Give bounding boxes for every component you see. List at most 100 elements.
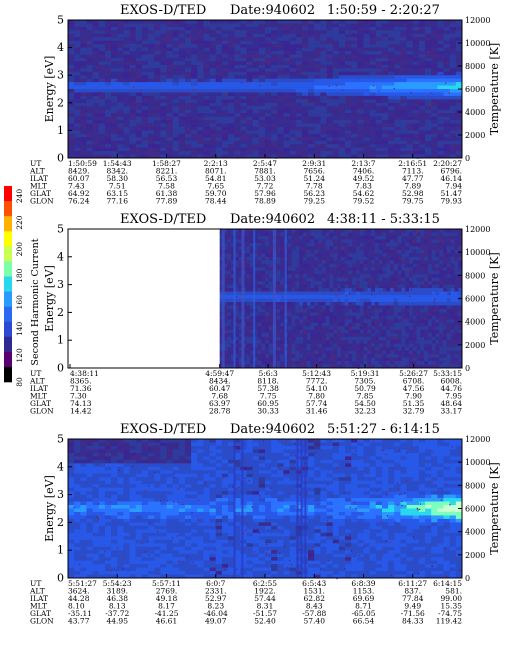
heat-cell (203, 151, 210, 155)
heat-cell (276, 305, 280, 309)
heat-cell (228, 134, 235, 138)
heat-cell (314, 326, 318, 330)
heat-cell (117, 37, 124, 41)
heat-cell (456, 72, 463, 76)
heat-cell (390, 243, 394, 247)
noise-speckle (357, 111, 358, 112)
heat-cell (348, 347, 352, 351)
heat-cell (311, 257, 315, 261)
heat-cell (99, 37, 106, 41)
heat-cell (253, 41, 260, 45)
heat-cell (210, 34, 217, 38)
heat-cell (444, 82, 451, 86)
heat-cell (357, 72, 364, 76)
heat-cell (341, 323, 345, 327)
heat-cell (348, 361, 352, 365)
noise-speckle (276, 113, 277, 114)
heat-cell (409, 246, 413, 250)
heat-cell (197, 65, 204, 69)
heat-cell (80, 89, 87, 93)
heat-cell (290, 113, 297, 117)
heat-cell (259, 68, 266, 72)
heat-cell (320, 120, 327, 124)
heat-cell (74, 96, 81, 100)
heat-cell (280, 347, 284, 351)
heat-cell (329, 295, 333, 299)
noise-speckle (276, 46, 277, 47)
heat-cell (345, 30, 352, 34)
heat-cell (68, 148, 75, 152)
noise-speckle (384, 71, 385, 72)
heat-cell (299, 246, 303, 250)
heat-cell (99, 72, 106, 76)
heat-cell (314, 274, 318, 278)
heat-cell (191, 89, 198, 93)
heat-cell (382, 51, 389, 55)
heat-cell (360, 239, 364, 243)
heat-cell (173, 58, 180, 62)
heat-cell (419, 79, 426, 83)
heat-cell (227, 316, 231, 320)
heat-cell (292, 316, 296, 320)
heat-cell (99, 34, 106, 38)
heat-cell (253, 58, 260, 62)
heat-cell (86, 110, 93, 114)
heat-cell (167, 151, 174, 155)
heat-cell (333, 333, 337, 337)
heat-cell (111, 61, 118, 65)
heat-cell (259, 89, 266, 93)
heat-cell (348, 358, 352, 362)
heat-cell (333, 232, 337, 236)
heat-cell (247, 41, 254, 45)
heat-cell (407, 44, 414, 48)
heat-cell (154, 23, 161, 27)
heat-cell (283, 130, 290, 134)
heat-cell (253, 130, 260, 134)
heat-cell (86, 127, 93, 131)
noise-speckle (250, 108, 251, 109)
heat-cell (401, 326, 405, 330)
heat-cell (379, 312, 383, 316)
heat-cell (450, 137, 457, 141)
heat-cell (308, 130, 315, 134)
heat-cell (329, 340, 333, 344)
heat-cell (303, 309, 307, 313)
heat-cell (154, 44, 161, 48)
heat-cell (417, 337, 421, 341)
heat-cell (400, 61, 407, 65)
heat-cell (173, 44, 180, 48)
heat-cell (210, 148, 217, 152)
noise-speckle (140, 90, 141, 91)
heat-cell (425, 34, 432, 38)
heat-cell (356, 246, 360, 250)
heat-cell (259, 41, 266, 45)
heat-cell (409, 337, 413, 341)
heat-cell (417, 333, 421, 337)
heat-cell (111, 41, 118, 45)
heat-cell (420, 309, 424, 313)
heat-cell (348, 260, 352, 264)
heat-cell (322, 295, 326, 299)
heat-cell (360, 264, 364, 268)
heat-cell (394, 41, 401, 45)
heat-cell (191, 144, 198, 148)
heat-cell (227, 243, 231, 247)
heat-cell (253, 134, 260, 138)
heat-cell (295, 295, 299, 299)
heat-cell (123, 82, 130, 86)
heat-cell (117, 151, 124, 155)
heat-cell (431, 79, 438, 83)
heat-cell (142, 20, 149, 24)
heat-cell (173, 99, 180, 103)
heat-cell (154, 82, 161, 86)
heat-cell (400, 41, 407, 45)
noise-speckle (255, 61, 256, 62)
heat-cell (456, 82, 463, 86)
heat-cell (271, 34, 278, 38)
heat-cell (302, 99, 309, 103)
heat-cell (394, 144, 401, 148)
heat-cell (345, 288, 349, 292)
heat-cell (179, 99, 186, 103)
heat-cell (148, 137, 155, 141)
heat-cell (420, 271, 424, 275)
